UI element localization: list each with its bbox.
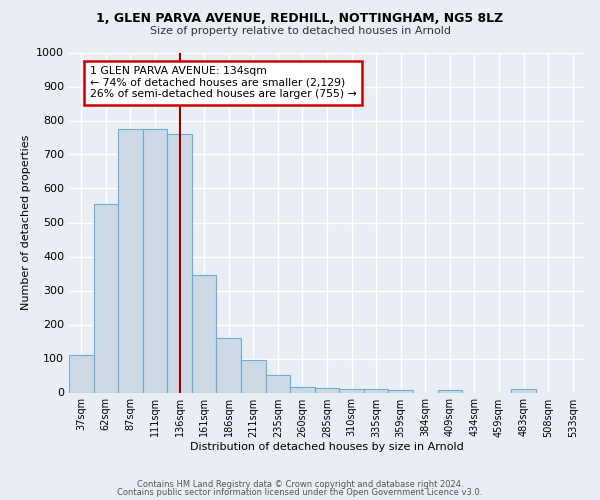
Bar	[192, 275, 217, 392]
Text: 1, GLEN PARVA AVENUE, REDHILL, NOTTINGHAM, NG5 8LZ: 1, GLEN PARVA AVENUE, REDHILL, NOTTINGHA…	[97, 12, 503, 26]
Bar	[315, 388, 339, 392]
Y-axis label: Number of detached properties: Number of detached properties	[20, 135, 31, 310]
Text: Contains public sector information licensed under the Open Government Licence v3: Contains public sector information licen…	[118, 488, 482, 497]
Bar	[94, 204, 118, 392]
Bar	[69, 355, 94, 393]
Bar	[339, 389, 364, 392]
Text: Contains HM Land Registry data © Crown copyright and database right 2024.: Contains HM Land Registry data © Crown c…	[137, 480, 463, 489]
Text: 1 GLEN PARVA AVENUE: 134sqm
← 74% of detached houses are smaller (2,129)
26% of : 1 GLEN PARVA AVENUE: 134sqm ← 74% of det…	[90, 66, 356, 100]
Bar	[241, 360, 266, 392]
Bar	[511, 389, 536, 392]
Text: Size of property relative to detached houses in Arnold: Size of property relative to detached ho…	[149, 26, 451, 36]
Bar	[290, 388, 315, 392]
Bar	[143, 129, 167, 392]
Bar	[437, 390, 462, 392]
X-axis label: Distribution of detached houses by size in Arnold: Distribution of detached houses by size …	[190, 442, 464, 452]
Bar	[388, 390, 413, 392]
Bar	[167, 134, 192, 392]
Bar	[118, 129, 143, 392]
Bar	[364, 389, 388, 392]
Bar	[217, 338, 241, 392]
Bar	[266, 375, 290, 392]
